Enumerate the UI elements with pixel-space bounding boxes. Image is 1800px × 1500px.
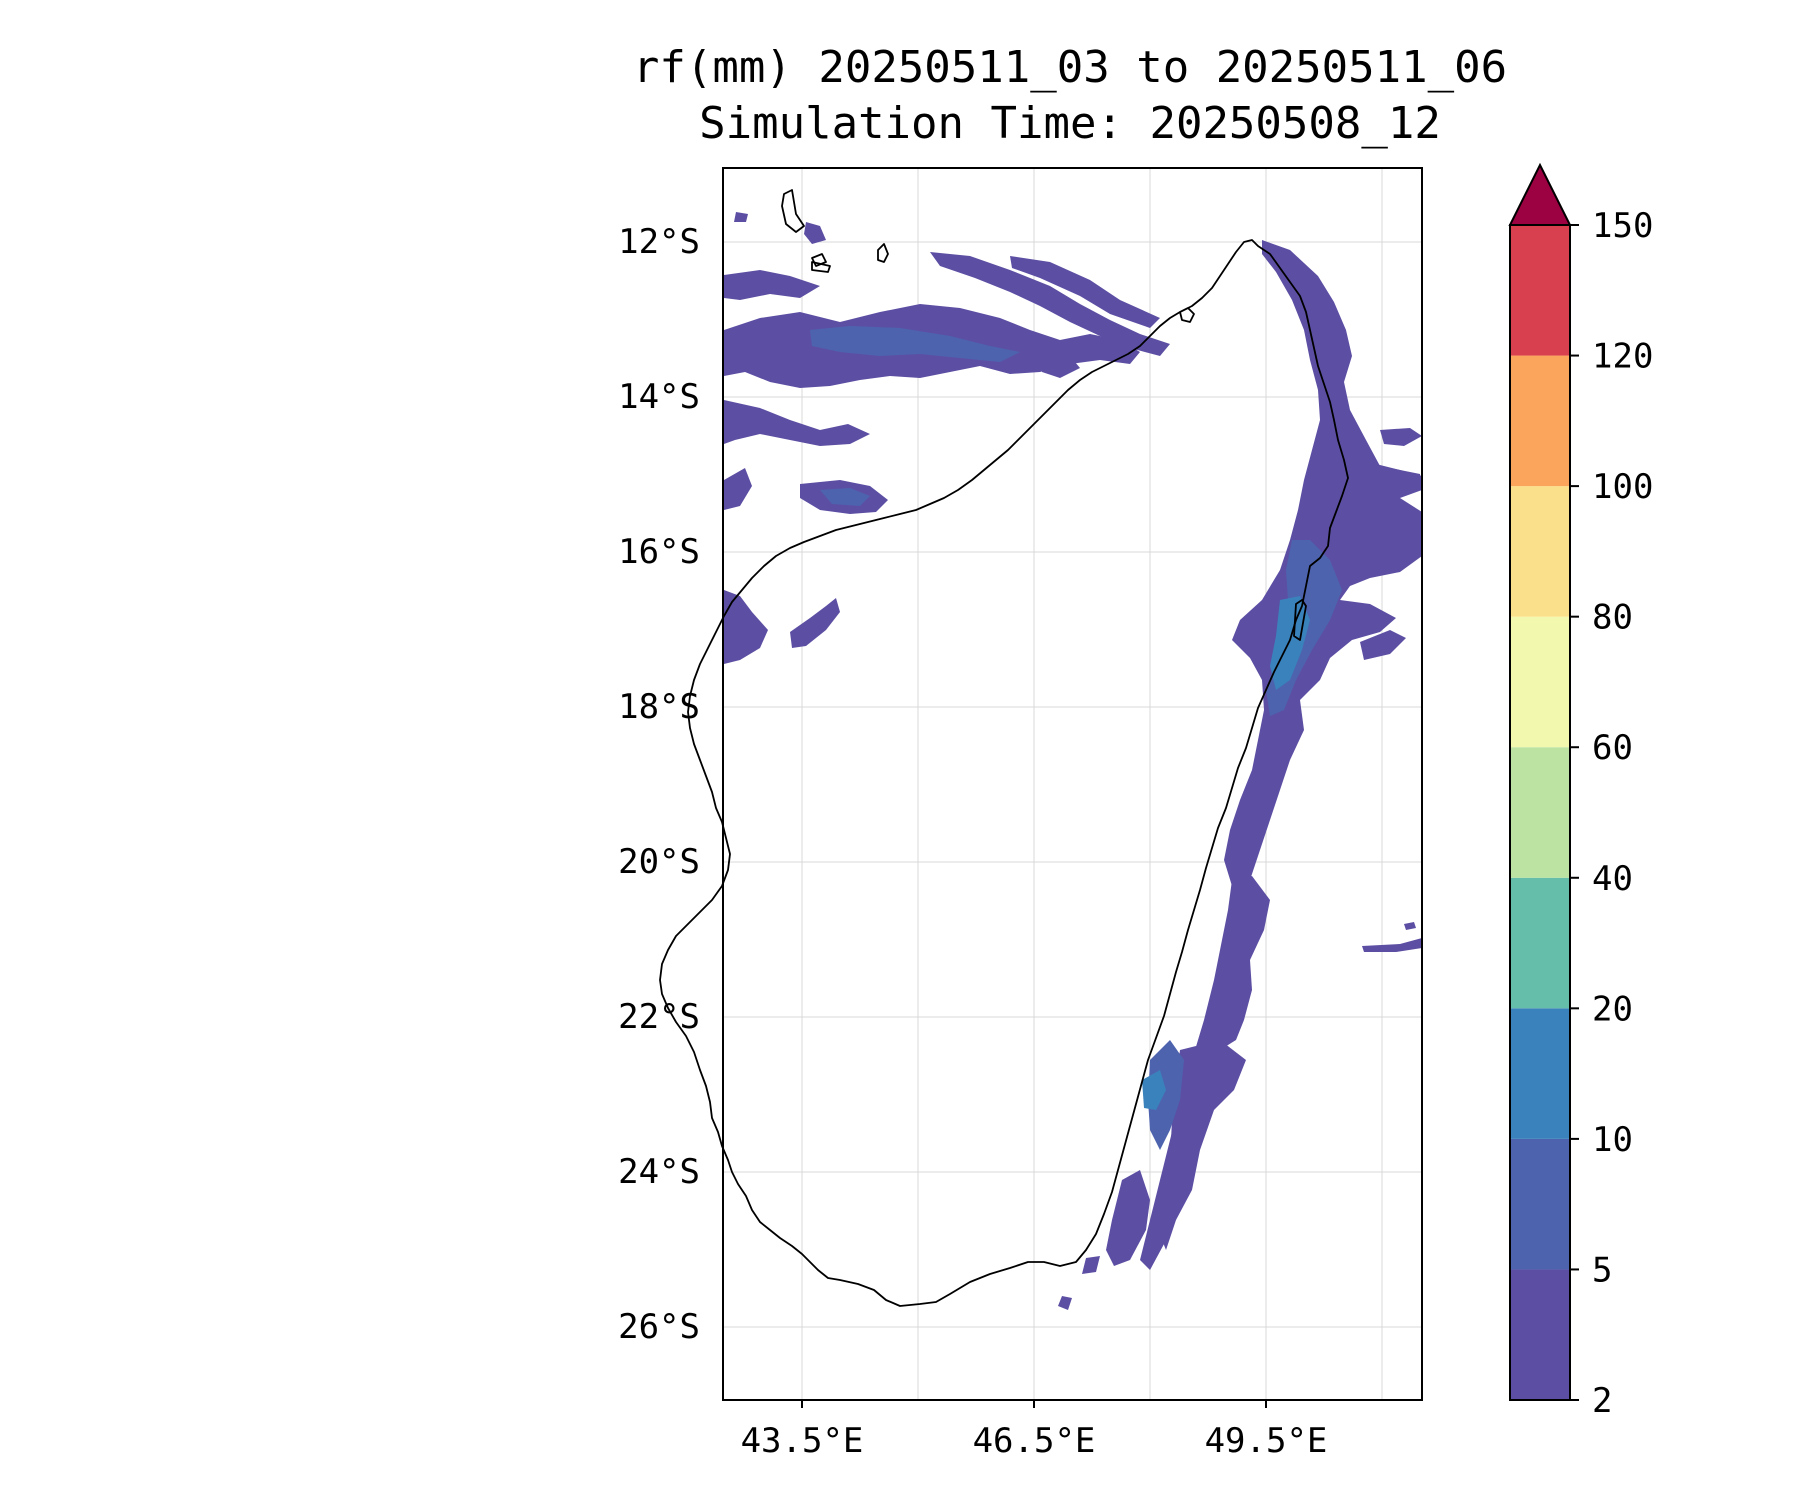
- rainfall-fields: [724, 212, 1422, 1310]
- coastline-grande-comore: [781, 189, 805, 233]
- x-tick-label: 46.5°E: [973, 1421, 1096, 1461]
- figure-title-line2: Simulation Time: 20250508_12: [699, 98, 1441, 149]
- rain-band-e-coast-mid-heavy: [1142, 1070, 1166, 1110]
- colorbar-tick-label: 20: [1592, 989, 1633, 1029]
- colorbar-frame: [1509, 224, 1571, 1401]
- y-tick-label: 24°S: [618, 1152, 700, 1192]
- colorbar-tick-label: 10: [1592, 1120, 1633, 1160]
- coastlines: [659, 189, 1349, 1307]
- colorbar-band: [1510, 486, 1570, 617]
- rain-band-w-2: [790, 598, 840, 648]
- coastline-nosy-boraha: [1293, 599, 1307, 641]
- colorbar-tick-label: 40: [1592, 859, 1633, 899]
- colorbar-tick-label: 2: [1592, 1381, 1612, 1421]
- rain-band-nw-5: [724, 400, 870, 446]
- colorbar-tick-label: 150: [1592, 206, 1653, 246]
- rain-band-nw-3: [1010, 256, 1160, 328]
- x-tick-labels: 43.5°E 46.5°E 49.5°E: [741, 1421, 1328, 1461]
- rain-band-ne-offshore-4: [1360, 630, 1406, 660]
- colorbar-tick-label: 60: [1592, 728, 1633, 768]
- y-tick-label: 14°S: [618, 377, 700, 417]
- colorbar-tick-label: 5: [1592, 1250, 1612, 1290]
- y-tick-label: 16°S: [618, 532, 700, 572]
- rain-band-ne-offshore-2: [1380, 428, 1422, 446]
- rain-band-e-offshore-3: [1238, 890, 1262, 918]
- colorbar-tick-label: 100: [1592, 467, 1653, 507]
- coastline-moheli: [811, 261, 831, 273]
- map-ticks: [801, 1400, 1267, 1408]
- colorbar-band: [1510, 1269, 1570, 1400]
- rain-band-nw-1-core: [810, 326, 1020, 362]
- colorbar-band: [1510, 877, 1570, 1009]
- colorbar-extend-arrow: [1508, 162, 1572, 226]
- rain-blob-nw-9: [734, 212, 748, 222]
- colorbar-band: [1510, 355, 1570, 487]
- rain-band-nw-4: [724, 270, 820, 300]
- rain-band-e-coast-south: [1106, 1170, 1150, 1266]
- colorbar-bands: [1510, 225, 1570, 1400]
- rain-band-se-tip-2: [1058, 1296, 1072, 1310]
- rain-band-nw-10: [1040, 356, 1080, 378]
- rain-band-nw-2: [930, 252, 1170, 356]
- coastline-madagascar: [659, 239, 1349, 1307]
- y-tick-label: 18°S: [618, 687, 700, 727]
- map-gridlines: [723, 168, 1422, 1400]
- colorbar-ticks: 2 5 10 20 40 60 80 100 120 150: [1570, 206, 1653, 1421]
- rain-band-ne-offshore-3: [1380, 510, 1422, 532]
- y-tick-label: 26°S: [618, 1307, 700, 1347]
- rain-band-nw-6-core: [820, 488, 870, 506]
- colorbar-tick-label: 80: [1592, 598, 1633, 638]
- figure-title-line1: rf(mm) 20250511_03 to 20250511_06: [633, 42, 1507, 93]
- x-tick-label: 43.5°E: [741, 1421, 864, 1461]
- colorbar-tick-label: 120: [1592, 337, 1653, 377]
- colorbar-band: [1510, 1138, 1570, 1270]
- colorbar-band: [1510, 225, 1570, 356]
- colorbar-band: [1510, 616, 1570, 748]
- rain-band-ne-coast-core: [1270, 596, 1310, 690]
- map-panel: 43.5°E 46.5°E 49.5°E 12°S 14°S 16°S 18°S…: [618, 167, 1423, 1461]
- x-tick-label: 49.5°E: [1205, 1421, 1328, 1461]
- y-tick-label: 20°S: [618, 842, 700, 882]
- coastline-mayotte: [877, 243, 889, 263]
- rain-band-e-coast-mid-core: [1148, 1040, 1184, 1150]
- rain-band-e-offshore-2: [1404, 922, 1416, 930]
- coastline-nosy-be: [1179, 307, 1195, 323]
- colorbar: 2 5 10 20 40 60 80 100 120 150: [1508, 162, 1653, 1421]
- y-tick-label: 22°S: [618, 997, 700, 1037]
- colorbar-band: [1510, 747, 1570, 878]
- y-tick-label: 12°S: [618, 222, 700, 262]
- rain-band-se-tip-1: [1082, 1256, 1100, 1274]
- rain-band-nw-7: [724, 468, 752, 510]
- rain-band-w-1: [724, 590, 768, 664]
- map-frame: [722, 167, 1423, 1401]
- rain-blob-nw-8: [804, 222, 826, 244]
- colorbar-band: [1510, 1008, 1570, 1139]
- y-tick-labels: 12°S 14°S 16°S 18°S 20°S 22°S 24°S 26°S: [618, 222, 700, 1347]
- rain-band-e-offshore-1: [1362, 938, 1422, 952]
- rain-band-ne-offshore-1: [1360, 460, 1422, 490]
